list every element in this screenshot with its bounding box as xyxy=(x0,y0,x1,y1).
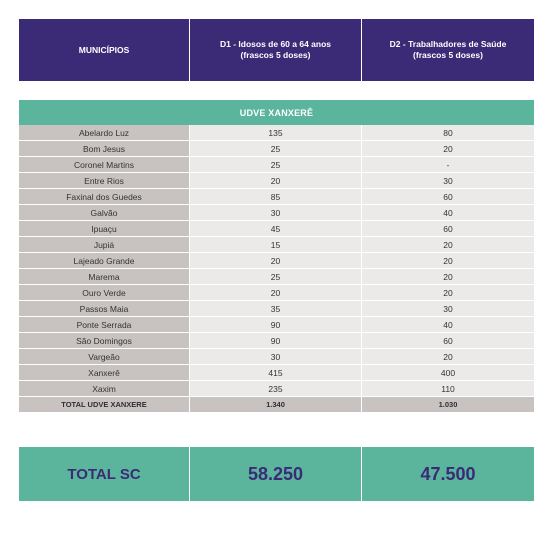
table-row: Faxinal dos Guedes 85 60 xyxy=(19,189,534,205)
d1-cell: 85 xyxy=(190,189,362,205)
d2-cell: 40 xyxy=(362,205,534,221)
d1-cell: 90 xyxy=(190,333,362,349)
header-d2-subtitle: (frascos 5 doses) xyxy=(413,50,483,60)
d2-cell: 20 xyxy=(362,253,534,269)
municipality-cell: Xaxim xyxy=(19,381,190,397)
d1-cell: 45 xyxy=(190,221,362,237)
table-row: São Domingos 90 60 xyxy=(19,333,534,349)
header-d2: D2 - Trabalhadores de Saúde (frascos 5 d… xyxy=(362,19,534,81)
table-row: Passos Maia 35 30 xyxy=(19,301,534,317)
d1-cell: 25 xyxy=(190,157,362,173)
table-row: Xaxim 235 110 xyxy=(19,381,534,397)
table-row: Ponte Serrada 90 40 xyxy=(19,317,534,333)
d1-cell: 15 xyxy=(190,237,362,253)
table-row: Jupiá 15 20 xyxy=(19,237,534,253)
table-row: Entre Rios 20 30 xyxy=(19,173,534,189)
d1-cell: 25 xyxy=(190,269,362,285)
d2-cell: 20 xyxy=(362,285,534,301)
table-row: Xanxerê 415 400 xyxy=(19,365,534,381)
header-d1-subtitle: (frascos 5 doses) xyxy=(240,50,311,60)
table-row: Vargeão 30 20 xyxy=(19,349,534,365)
d1-cell: 20 xyxy=(190,285,362,301)
table-row: Galvão 30 40 xyxy=(19,205,534,221)
d1-cell: 135 xyxy=(190,125,362,141)
municipality-cell: Ipuaçu xyxy=(19,221,190,237)
d2-cell: 20 xyxy=(362,237,534,253)
d1-cell: 25 xyxy=(190,141,362,157)
table-row: Lajeado Grande 20 20 xyxy=(19,253,534,269)
municipality-cell: Lajeado Grande xyxy=(19,253,190,269)
d1-cell: 90 xyxy=(190,317,362,333)
table-row: Ouro Verde 20 20 xyxy=(19,285,534,301)
total-d1: 1.340 xyxy=(190,397,362,413)
header-municipios: MUNICÍPIOS xyxy=(19,19,190,81)
municipality-cell: Coronel Martins xyxy=(19,157,190,173)
municipality-cell: Ouro Verde xyxy=(19,285,190,301)
d2-cell: 20 xyxy=(362,269,534,285)
grand-total-d2: 47.500 xyxy=(420,463,476,484)
d2-cell: - xyxy=(362,157,534,173)
d2-cell: 80 xyxy=(362,125,534,141)
municipality-cell: Ponte Serrada xyxy=(19,317,190,333)
header-d2-title: D2 - Trabalhadores de Saúde xyxy=(389,39,507,49)
table-row: Marema 25 20 xyxy=(19,269,534,285)
grand-total-label: TOTAL SC xyxy=(19,447,190,501)
d1-cell: 35 xyxy=(190,301,362,317)
municipality-cell: Abelardo Luz xyxy=(19,125,190,141)
municipality-cell: São Domingos xyxy=(19,333,190,349)
d2-cell: 20 xyxy=(362,349,534,365)
total-d2: 1.030 xyxy=(362,397,534,413)
d1-cell: 30 xyxy=(190,349,362,365)
municipality-cell: Galvão xyxy=(19,205,190,221)
municipality-cell: Jupiá xyxy=(19,237,190,253)
header-d1: D1 - Idosos de 60 a 64 anos (frascos 5 d… xyxy=(190,19,362,81)
d2-cell: 110 xyxy=(362,381,534,397)
municipality-cell: Xanxerê xyxy=(19,365,190,381)
d2-cell: 60 xyxy=(362,333,534,349)
d1-cell: 30 xyxy=(190,205,362,221)
d1-cell: 415 xyxy=(190,365,362,381)
d1-cell: 235 xyxy=(190,381,362,397)
municipality-cell: Marema xyxy=(19,269,190,285)
table-row: Coronel Martins 25- xyxy=(19,157,534,173)
table-header: MUNICÍPIOS D1 - Idosos de 60 a 64 anos (… xyxy=(19,19,534,81)
d2-cell: 30 xyxy=(362,301,534,317)
table-row: Abelardo Luz 135 80 xyxy=(19,125,534,141)
d2-cell: 60 xyxy=(362,189,534,205)
d2-cell: 40 xyxy=(362,317,534,333)
total-name: TOTAL UDVE XANXERE xyxy=(19,397,190,413)
header-d1-title: D1 - Idosos de 60 a 64 anos xyxy=(219,39,331,49)
grand-total: TOTAL SC 58.250 47.500 xyxy=(19,447,534,501)
table-row: Ipuaçu 45 60 xyxy=(19,221,534,237)
table-body: Abelardo Luz 135 80 Bom Jesus 25 20 Coronel Ma… xyxy=(19,125,534,413)
municipality-cell: Vargeão xyxy=(19,349,190,365)
d2-cell: 20 xyxy=(362,141,534,157)
municipality-cell: Bom Jesus xyxy=(19,141,190,157)
section-title: UDVE XANXERÊ xyxy=(19,100,534,125)
d2-cell: 400 xyxy=(362,365,534,381)
d1-cell: 20 xyxy=(190,253,362,269)
total-row: TOTAL UDVE XANXERE 1.340 1.030 xyxy=(19,397,534,413)
d2-cell: 60 xyxy=(362,221,534,237)
d1-cell: 20 xyxy=(190,173,362,189)
d2-cell: 30 xyxy=(362,173,534,189)
municipality-cell: Passos Maia xyxy=(19,301,190,317)
table-row: Bom Jesus 25 20 xyxy=(19,141,534,157)
grand-total-d1: 58.250 xyxy=(190,447,362,501)
municipality-cell: Entre Rios xyxy=(19,173,190,189)
municipality-cell: Faxinal dos Guedes xyxy=(19,189,190,205)
